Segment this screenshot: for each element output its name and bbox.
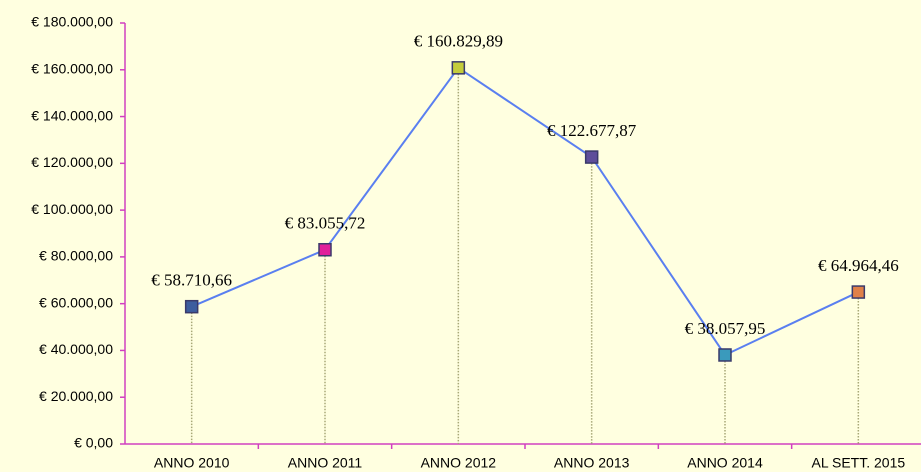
data-label: € 64.964,46	[818, 256, 899, 275]
y-tick-label: € 100.000,00	[31, 201, 113, 217]
y-tick-label: € 180.000,00	[31, 14, 113, 30]
x-tick-label: ANNO 2011	[288, 455, 363, 471]
marker	[718, 348, 732, 362]
x-tick-label: ANNO 2010	[154, 455, 230, 471]
y-tick-label: € 160.000,00	[31, 60, 113, 76]
data-label: € 83.055,72	[285, 214, 366, 233]
data-label: € 160.829,89	[414, 32, 503, 51]
y-tick-label: € 120.000,00	[31, 154, 113, 170]
data-label: € 122.677,87	[547, 121, 637, 140]
x-tick-label: ANNO 2013	[554, 455, 630, 471]
y-tick-label: € 20.000,00	[39, 388, 113, 404]
marker	[318, 242, 332, 257]
marker	[451, 61, 466, 75]
y-tick-label: € 60.000,00	[39, 294, 113, 310]
series-line	[191, 66, 859, 357]
marker	[184, 299, 199, 314]
x-tick-label: ANNO 2012	[421, 455, 497, 471]
y-tick-label: € 40.000,00	[39, 341, 113, 357]
data-label: € 58.710,66	[151, 271, 232, 290]
marker	[851, 285, 866, 299]
x-tick-label: AL SETT. 2015	[812, 455, 906, 471]
y-tick-label: € 140.000,00	[31, 107, 113, 123]
y-tick-label: € 0,00	[74, 435, 113, 451]
data-label: € 38.057,95	[685, 319, 766, 338]
marker	[584, 150, 599, 164]
y-tick-label: € 80.000,00	[39, 248, 113, 264]
x-tick-label: ANNO 2014	[687, 455, 763, 471]
